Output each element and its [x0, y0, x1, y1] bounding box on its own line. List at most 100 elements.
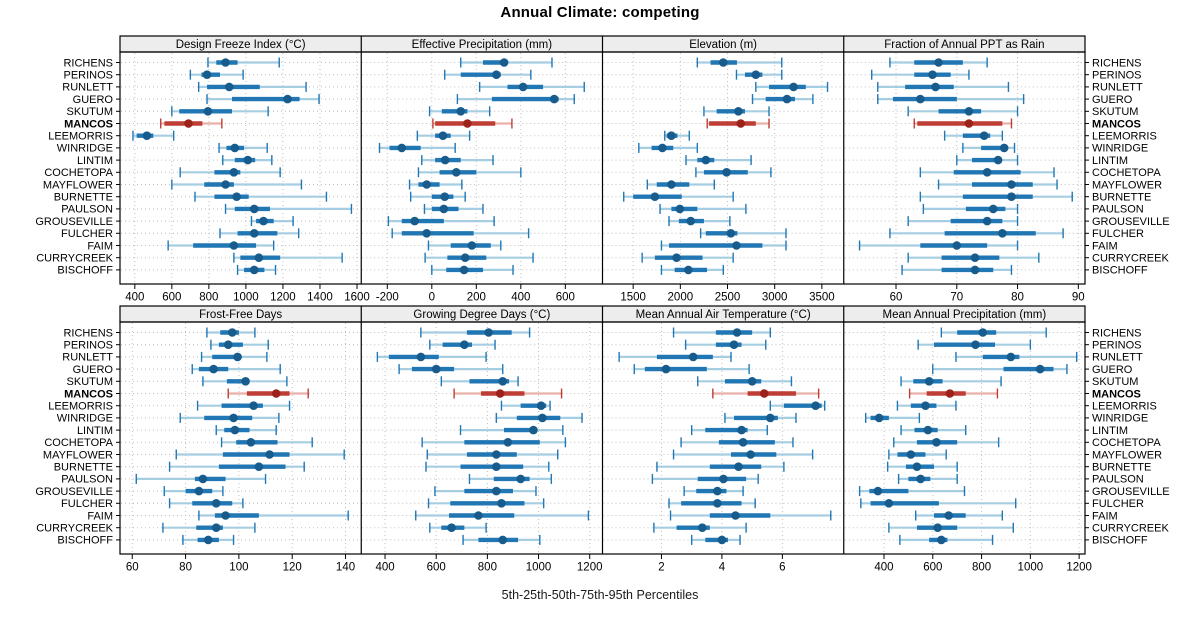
station-label-left: FAIM [87, 240, 113, 252]
median-dot [934, 58, 943, 67]
median-dot [661, 364, 671, 374]
median-dot [467, 241, 477, 250]
percentile-range-row [899, 534, 994, 545]
median-dot [249, 401, 258, 411]
station-label-left: GROUSEVILLE [35, 486, 113, 498]
percentile-range-row [917, 339, 1032, 350]
x-tick-label: 2500 [715, 292, 741, 304]
x-tick-label: 1600 [344, 292, 370, 304]
median-dot [440, 192, 450, 201]
station-label-left: SKUTUM [67, 376, 113, 388]
station-label-right: PAULSON [1092, 474, 1144, 486]
station-label-left: RUNLETT [62, 82, 113, 94]
median-dot [751, 70, 761, 79]
panel-strip-title: Effective Precipitation (mm) [412, 39, 553, 51]
percentile-range-row [202, 376, 288, 387]
median-dot [736, 119, 746, 128]
percentile-range-row [684, 339, 767, 350]
median-dot [719, 474, 728, 484]
station-label-left: CURRYCREEK [36, 523, 113, 535]
percentile-range-row [618, 351, 732, 362]
station-label-right: CURRYCREEK [1092, 523, 1169, 535]
percentile-range-row [871, 69, 970, 80]
station-label-right: LEEMORRIS [1092, 131, 1157, 143]
median-dot [456, 107, 466, 116]
median-dot [538, 413, 547, 423]
x-tick-label: 600 [556, 292, 575, 304]
median-dot [732, 328, 742, 337]
median-dot [460, 340, 469, 350]
percentile-range-row [724, 412, 797, 423]
percentile-range-row [215, 425, 277, 436]
percentile-range-row [769, 400, 826, 411]
percentile-range-row [706, 118, 770, 129]
median-dot [932, 438, 941, 447]
percentile-range-row [197, 81, 307, 92]
median-dot [241, 377, 250, 386]
median-dot [422, 229, 431, 238]
station-label-right: LEEMORRIS [1092, 401, 1157, 413]
median-dot [738, 438, 748, 447]
percentile-range-row [940, 327, 1047, 338]
x-tick-label: 3500 [809, 292, 835, 304]
percentile-range-row [478, 81, 585, 92]
percentile-range-row [664, 130, 691, 141]
x-tick-label: 1000 [1018, 562, 1044, 574]
median-dot [451, 168, 461, 177]
median-dot [921, 401, 930, 411]
percentile-range-row [695, 167, 772, 178]
percentile-range-row [196, 400, 291, 411]
median-dot [759, 389, 769, 398]
station-label-left: PAULSON [61, 204, 113, 216]
x-tick-label: 600 [427, 562, 446, 574]
percentile-range-row [210, 339, 269, 350]
median-dot [978, 328, 988, 337]
x-tick-label: 200 [467, 292, 486, 304]
station-label-right: FULCHER [1092, 228, 1144, 240]
median-dot [928, 70, 937, 79]
percentile-range-row [860, 498, 1017, 509]
percentile-range-row [182, 534, 235, 545]
x-tick-label: 800 [478, 562, 497, 574]
station-label-left: RICHENS [63, 327, 113, 339]
percentile-range-row [865, 412, 921, 423]
percentile-range-row [901, 264, 1013, 275]
percentile-range-row [219, 228, 300, 239]
median-dot [516, 474, 525, 484]
median-dot [729, 340, 739, 350]
x-tick-label: 1000 [526, 562, 552, 574]
panel-strip-title: Elevation (m) [689, 39, 757, 51]
median-dot [789, 82, 798, 92]
percentile-range-row [171, 179, 303, 190]
median-dot [971, 340, 980, 350]
median-dot [254, 462, 264, 472]
median-dot [498, 377, 508, 386]
station-label-left: BURNETTE [54, 462, 113, 474]
median-dot [249, 265, 259, 275]
percentile-range-row [690, 425, 768, 436]
median-dot [463, 119, 472, 128]
percentile-range-row [417, 167, 522, 178]
percentile-range-row [697, 376, 793, 387]
x-tick-label: 1200 [270, 292, 296, 304]
median-dot [439, 204, 449, 214]
percentile-range-row [900, 376, 1002, 387]
median-dot [223, 340, 233, 350]
percentile-range-row [641, 252, 734, 263]
station-label-left: MANCOS [64, 388, 113, 400]
median-dot [998, 229, 1007, 238]
median-dot [970, 265, 980, 275]
median-dot [964, 107, 974, 116]
percentile-range-row [888, 449, 947, 460]
median-dot [249, 229, 259, 238]
percentile-range-row [409, 191, 466, 202]
station-label-left: COCHETOPA [44, 167, 113, 179]
median-dot [246, 438, 256, 447]
percentile-range-row [877, 94, 1025, 105]
median-dot [734, 462, 743, 472]
percentile-range-row [897, 473, 958, 484]
median-dot [229, 241, 239, 250]
median-dot [474, 511, 483, 520]
station-label-left: GUERO [73, 364, 114, 376]
